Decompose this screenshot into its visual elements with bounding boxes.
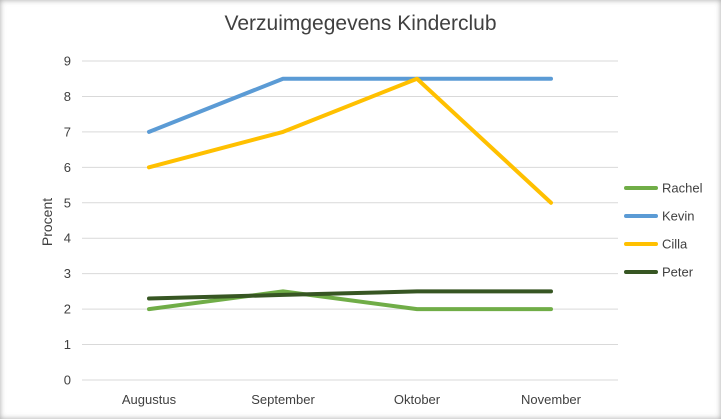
chart-title: Verzuimgegevens Kinderclub	[224, 12, 497, 35]
legend-label-rachel: Rachel	[662, 181, 703, 196]
gridlines	[82, 60, 618, 381]
x-tick-label: Oktober	[394, 392, 441, 407]
series-line-rachel	[147, 289, 553, 312]
legend-label-cilla: Cilla	[662, 237, 688, 252]
x-tick-label: September	[251, 392, 315, 407]
x-tick-label: November	[521, 392, 582, 407]
y-tick-label: 0	[64, 373, 71, 388]
y-tick-label: 1	[64, 337, 71, 352]
y-tick-label: 2	[64, 302, 71, 317]
y-tick-label: 6	[64, 160, 71, 175]
series-line-kevin	[147, 76, 553, 134]
y-tick-label: 3	[64, 266, 71, 281]
legend-label-kevin: Kevin	[662, 209, 695, 224]
y-tick-label: 4	[64, 231, 71, 246]
y-tick-label: 7	[64, 124, 71, 139]
y-tick-label: 9	[64, 54, 71, 69]
x-tick-labels: Augustus September Oktober November	[122, 392, 582, 407]
x-tick-label: Augustus	[122, 392, 177, 407]
y-tick-label: 8	[64, 89, 71, 104]
legend-label-peter: Peter	[662, 265, 694, 280]
legend: Rachel Kevin Cilla Peter	[624, 181, 703, 280]
y-tick-label: 5	[64, 195, 71, 210]
series-line-cilla	[147, 76, 553, 205]
series-line-peter	[147, 289, 553, 301]
y-tick-labels: 0 1 2 3 4 5 6 7 8 9	[64, 54, 71, 388]
y-axis-title: Procent	[39, 198, 55, 246]
series-lines	[147, 76, 553, 312]
